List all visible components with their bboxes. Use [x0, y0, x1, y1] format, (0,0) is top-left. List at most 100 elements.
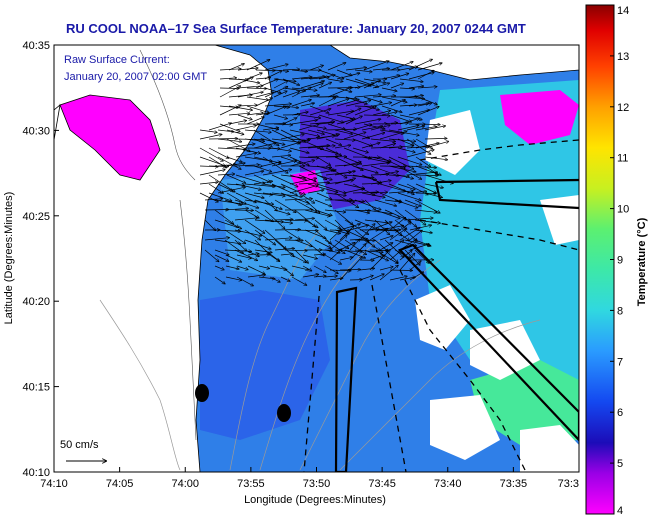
current-vector: [424, 192, 442, 198]
current-vector: [291, 265, 308, 270]
current-vector: [397, 183, 415, 190]
current-vector: [307, 129, 324, 134]
current-vector: [384, 199, 401, 202]
current-vector: [309, 109, 331, 116]
current-vector: [199, 134, 222, 140]
current-vector: [379, 267, 393, 271]
current-vector: [313, 254, 325, 255]
current-vector: [361, 143, 380, 149]
current-vector: [309, 105, 329, 113]
current-vector: [274, 230, 300, 231]
current-vector: [329, 235, 347, 251]
traffic-lanes: [334, 178, 579, 472]
current-vector: [236, 265, 248, 270]
current-vector: [258, 265, 269, 269]
current-vector: [417, 107, 439, 116]
current-vector: [253, 181, 272, 185]
current-vector: [408, 110, 429, 116]
current-vector: [349, 239, 360, 251]
current-vector: [404, 209, 426, 225]
current-vector: [404, 249, 420, 265]
current-vector: [325, 180, 353, 185]
current-vector: [246, 96, 268, 100]
current-vector: [228, 113, 249, 116]
current-vector: [204, 219, 215, 230]
current-vector: [344, 200, 364, 202]
current-vector: [394, 239, 416, 246]
current-vector: [225, 276, 241, 280]
current-vector: [389, 251, 401, 261]
current-vector: [269, 265, 287, 270]
current-vector: [298, 165, 326, 179]
channel-lines: [303, 139, 579, 472]
current-vector: [264, 64, 288, 71]
current-vector: [399, 222, 411, 231]
y-axis-label: Latitude (Degrees:Minutes): [3, 192, 15, 325]
current-vector: [327, 78, 343, 82]
current-vector: [372, 68, 389, 70]
current-vector: [397, 192, 421, 200]
current-vector: [273, 124, 292, 125]
current-vector: [339, 269, 350, 281]
current-vector: [235, 126, 256, 131]
current-vector: [247, 254, 259, 255]
current-vector: [399, 254, 415, 271]
current-vector: [235, 165, 259, 166]
current-vector: [237, 92, 263, 98]
current-vector: [294, 239, 312, 246]
current-vector: [352, 165, 378, 173]
current-vector: [364, 199, 375, 210]
current-vector: [264, 71, 282, 80]
current-vector: [313, 265, 326, 272]
current-vector: [307, 170, 336, 176]
current-vector: [208, 123, 231, 131]
current-vector: [417, 71, 434, 80]
current-vector: [289, 174, 306, 180]
current-vector: [370, 181, 391, 185]
current-vector: [424, 174, 453, 183]
x-axis-label: Longitude (Degrees:Minutes): [244, 494, 386, 506]
current-vector: [369, 222, 392, 231]
current-vector: [354, 107, 376, 116]
current-vector: [214, 209, 233, 224]
current-vector: [244, 192, 264, 198]
current-vector: [336, 99, 359, 107]
current-vector: [271, 192, 302, 197]
colorbar-tick-label: 10: [617, 204, 629, 216]
current-vector: [388, 191, 413, 194]
current-vector: [204, 199, 222, 200]
colorbar-tick-label: 13: [617, 51, 629, 63]
current-vector: [334, 171, 355, 176]
current-vector: [289, 178, 316, 185]
current-vector: [389, 229, 405, 241]
current-vector: [388, 146, 413, 149]
current-vector: [327, 63, 346, 71]
current-vector: [318, 123, 333, 125]
current-vector: [324, 249, 340, 253]
current-vector: [394, 229, 409, 241]
current-vector: [379, 226, 403, 231]
current-vector: [409, 230, 422, 241]
current-vector: [264, 199, 277, 211]
current-vector: [246, 117, 264, 125]
x-tick-label: 73:40: [434, 478, 462, 490]
current-vector: [273, 114, 287, 119]
current-vector: [334, 145, 351, 149]
current-vector: [214, 276, 225, 284]
current-vector: [226, 156, 242, 162]
current-vector: [298, 124, 319, 131]
current-vector: [336, 73, 360, 80]
current-vector: [298, 174, 316, 181]
current-vector: [304, 239, 324, 256]
current-vector: [226, 129, 244, 134]
current-vector: [389, 270, 412, 271]
current-vector: [329, 249, 342, 261]
current-vector: [228, 105, 252, 110]
current-vector: [381, 112, 397, 116]
current-vector: [208, 156, 226, 168]
colorbar-tick-label: 11: [617, 153, 628, 165]
annotation-line-1: Raw Surface Current:: [64, 54, 170, 66]
current-vector: [258, 276, 275, 279]
current-vector: [254, 209, 273, 222]
